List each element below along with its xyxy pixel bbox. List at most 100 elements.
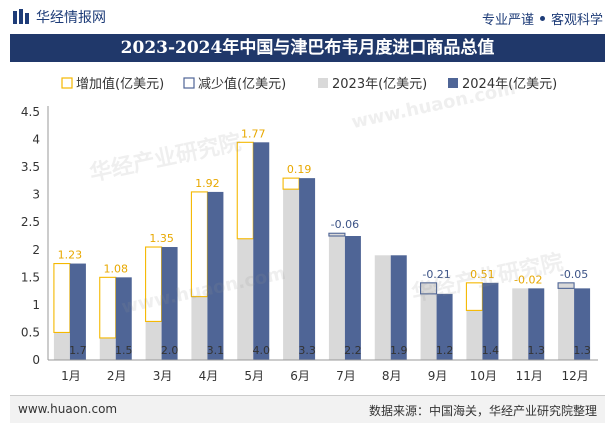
legend-swatch-2	[318, 78, 328, 88]
x-tick-label: 3月	[153, 369, 173, 383]
y-tick-label: 3	[32, 188, 40, 202]
x-tick-label: 12月	[561, 369, 588, 383]
footer-source: 数据来源：中国海关，华经产业研究院整理	[368, 404, 597, 418]
bar-2023	[237, 238, 254, 360]
y-tick-label: 3.5	[21, 160, 40, 174]
bar-2023	[283, 189, 300, 360]
bar-2024-value-label: 1.2	[436, 344, 454, 357]
chart: 增加值(亿美元) 减少值(亿美元) 2023年(亿美元) 2024年(亿美元) 0 0.…	[21, 76, 598, 383]
legend: 增加值(亿美元) 减少值(亿美元) 2023年(亿美元) 2024年(亿美元)	[61, 76, 557, 92]
tagline-right: 客观科学	[550, 13, 603, 28]
top-bar: 华经情报网 专业严谨 客观科学	[0, 0, 615, 34]
change-label: 0.19	[287, 163, 312, 176]
bar-2024	[69, 263, 86, 360]
y-tick-label: 1.5	[21, 270, 40, 284]
bar-2023	[420, 282, 437, 360]
bar-2024	[574, 288, 591, 360]
bar-2024	[253, 142, 270, 360]
legend-swatch-3	[448, 78, 458, 88]
bars	[53, 141, 591, 360]
chart-title: 2023-2024年中国与津巴布韦月度进口商品总值	[10, 34, 605, 62]
footer-divider	[10, 395, 605, 396]
tagline-dot-icon	[539, 16, 545, 21]
change-label: 1.23	[58, 249, 83, 262]
bar-2024-value-label: 1.7	[69, 344, 87, 357]
bar-2024-value-label: 4.0	[253, 344, 271, 357]
increase-box	[465, 282, 483, 311]
x-tick-label: 6月	[290, 369, 310, 383]
bar-2024	[390, 255, 407, 360]
bar-2023	[99, 337, 116, 360]
y-tick-label: 2.5	[21, 215, 40, 229]
brand-name: 华经情报网	[36, 10, 106, 26]
x-tick-label: 10月	[470, 369, 497, 383]
bar-2024-value-label: 2.2	[344, 344, 362, 357]
footer-url[interactable]: www.huaon.com	[18, 402, 118, 416]
bar-2024-value-label: 1.5	[115, 344, 133, 357]
increase-box	[99, 276, 117, 339]
decrease-box	[328, 232, 346, 237]
bar-2024	[299, 178, 316, 360]
y-tick-label: 2	[32, 243, 40, 257]
change-label: -0.21	[422, 268, 450, 281]
increase-box	[190, 191, 208, 298]
bar-2024-value-label: 3.3	[298, 344, 316, 357]
change-label: 1.35	[149, 232, 174, 245]
change-label: -0.05	[560, 268, 588, 281]
x-tick-label: 4月	[199, 369, 219, 383]
y-tick-label: 0	[32, 353, 40, 367]
change-label: 0.51	[470, 268, 495, 281]
x-tick-label: 1月	[61, 369, 81, 383]
labels: 1.7 1.23 1.5 1.08 2.0 1.35 3.1 1.92 4.0 1.77 3.3 0.…	[58, 127, 591, 357]
bar-2024-value-label: 1.4	[482, 344, 500, 357]
bar-2023	[191, 296, 208, 360]
tagline: 专业严谨 客观科学	[482, 9, 603, 28]
bar-2024	[482, 282, 499, 360]
brand-logo-icon	[13, 9, 29, 24]
bar-2023	[53, 332, 70, 360]
y-tick-label: 4	[32, 133, 40, 147]
bar-2024	[528, 288, 545, 360]
bar-2024	[161, 247, 178, 360]
increase-box	[282, 177, 300, 190]
y-tick-label: 4.5	[21, 105, 40, 119]
x-tick-label: 8月	[382, 369, 402, 383]
bar-2023	[466, 310, 483, 360]
bar-2023	[512, 288, 529, 360]
bar-2023	[374, 255, 391, 360]
tagline-left: 专业严谨	[481, 13, 534, 28]
bar-2024	[115, 277, 132, 360]
decrease-box	[420, 282, 438, 295]
y-tick-label: 0.5	[21, 325, 40, 339]
change-label: 1.77	[241, 127, 266, 140]
bar-2024-value-label: 3.1	[207, 344, 225, 357]
increase-box	[145, 246, 163, 322]
change-label: 1.08	[104, 262, 129, 275]
decrease-box	[557, 282, 575, 289]
x-tick-label: 2月	[107, 369, 127, 383]
x-tick-label: 7月	[336, 369, 356, 383]
legend-label-2: 2023年(亿美元)	[332, 77, 427, 92]
change-label: -0.06	[331, 218, 359, 231]
bar-2023	[145, 321, 162, 360]
legend-swatch-1	[183, 77, 195, 89]
bar-2024	[436, 293, 453, 360]
brand[interactable]: 华经情报网	[12, 8, 106, 26]
increase-box	[53, 263, 71, 333]
bar-2024-value-label: 1.3	[528, 344, 546, 357]
legend-label-3: 2024年(亿美元)	[462, 77, 557, 92]
bar-2024-value-label: 2.0	[161, 344, 179, 357]
footer: www.huaon.com 数据来源：中国海关，华经产业研究院整理	[10, 396, 605, 423]
change-label: -0.02	[514, 273, 542, 286]
legend-swatch-0	[61, 77, 73, 89]
legend-label-1: 减少值(亿美元)	[198, 76, 286, 92]
bar-2024	[344, 236, 361, 360]
bar-2023	[328, 233, 345, 360]
x-tick-label: 9月	[428, 369, 448, 383]
y-tick-label: 1	[32, 298, 40, 312]
increase-box	[236, 141, 254, 240]
x-tick-label: 5月	[244, 369, 264, 383]
bar-2024-value-label: 1.3	[573, 344, 591, 357]
bar-2024-value-label: 1.9	[390, 344, 408, 357]
bar-2024	[207, 191, 224, 360]
